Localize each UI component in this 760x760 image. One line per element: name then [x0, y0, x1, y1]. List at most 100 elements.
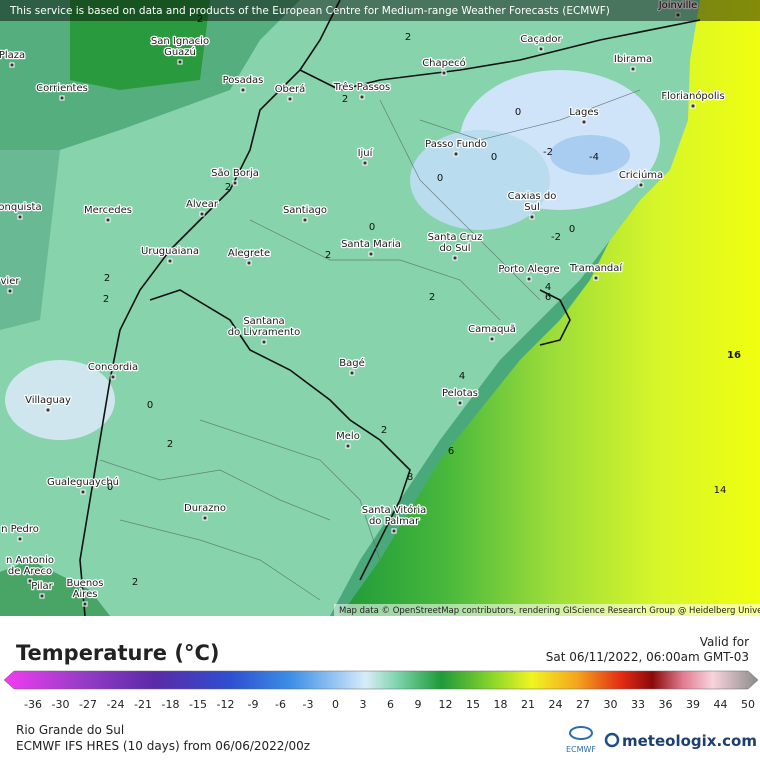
city-label: Três Passos [333, 81, 391, 93]
contour-label: 2 [103, 294, 109, 305]
city-marker [457, 400, 463, 406]
city-marker [489, 336, 495, 342]
city-marker [9, 62, 15, 68]
city-label: Caxias do [508, 191, 557, 202]
ecmwf-icon [569, 726, 593, 740]
colorbar-tick-label: -30 [52, 698, 70, 711]
colorbar [3, 670, 759, 690]
city-label: Uruguaiana [141, 246, 199, 257]
colorbar-tick-label: -27 [79, 698, 97, 711]
city-marker [362, 160, 368, 166]
colorbar-tick-label: 6 [387, 698, 394, 711]
valid-label: Valid for [700, 635, 749, 649]
city-marker [593, 275, 599, 281]
contour-label: 8 [407, 472, 413, 483]
region: Rio Grande do Sul [16, 723, 124, 737]
city-marker [581, 119, 587, 125]
city-marker [368, 251, 374, 257]
city-label: Tramandaí [569, 262, 624, 274]
contour-label: 4 [459, 371, 465, 382]
notice: This service is based on data and produc… [9, 5, 610, 17]
city-label: Santiago [283, 205, 327, 216]
city-label: Posadas [223, 75, 264, 86]
city-marker [453, 151, 459, 157]
contour-label: 6 [448, 446, 454, 457]
city-label: Lages [569, 107, 598, 118]
city-label: Plaza [0, 50, 25, 61]
colorbar-tick-label: 39 [686, 698, 700, 711]
city-marker [177, 59, 183, 65]
contour-label: 4 [545, 282, 551, 293]
contour-label: 0 [515, 107, 521, 118]
city-label: Joinville [658, 0, 698, 11]
colorbar-tick-label: 50 [741, 698, 755, 711]
colorbar-tick-label: 21 [521, 698, 535, 711]
city-label: Santa Vitória [362, 504, 427, 516]
city-label: Criciúma [619, 169, 663, 181]
city-label: Mercedes [84, 205, 132, 216]
city-label: onquista [0, 202, 42, 213]
city-label: Aires [73, 589, 98, 600]
contour-label: 0 [369, 222, 375, 233]
city-label: Pelotas [442, 388, 478, 399]
city-marker [287, 96, 293, 102]
brand: meteologix.com [622, 732, 757, 750]
city-marker [246, 260, 252, 266]
city-label: Gualeguaychú [47, 476, 119, 488]
colorbar-tick-label: -6 [275, 698, 286, 711]
city-marker [349, 370, 355, 376]
contour-label: 0 [569, 224, 575, 235]
city-marker [80, 489, 86, 495]
legend-title: Temperature (°C) [16, 641, 219, 665]
city-label: Guazú [164, 46, 196, 58]
city-label: Florianópolis [661, 90, 724, 102]
city-marker [45, 407, 51, 413]
city-marker [167, 258, 173, 264]
attribution: Map data © OpenStreetMap contributors, r… [339, 606, 760, 616]
city-marker [82, 601, 88, 607]
city-label: Santana [243, 316, 284, 327]
city-marker [452, 255, 458, 261]
ecmwf-logo: ECMWF [566, 745, 596, 754]
city-label: Santa Maria [341, 239, 401, 250]
contour-label: 2 [325, 250, 331, 261]
city-marker [17, 536, 23, 542]
city-marker [7, 288, 13, 294]
city-marker [690, 103, 696, 109]
contour-label: 2 [167, 439, 173, 450]
contour-label: 2 [132, 577, 138, 588]
contour-label: 2 [342, 94, 348, 105]
city-label: Ibirama [614, 54, 652, 65]
notice-bar [0, 0, 760, 21]
city-label: Alegrete [228, 248, 270, 259]
colorbar-tick-label: 9 [415, 698, 422, 711]
city-marker [199, 211, 205, 217]
city-label: do Sul [439, 243, 470, 254]
colorbar-tick-label: -24 [107, 698, 125, 711]
city-marker [538, 46, 544, 52]
city-marker [345, 443, 351, 449]
contour-label: 2 [225, 182, 231, 193]
city-label: Passo Fundo [425, 139, 487, 150]
colorbar-tick-label: 33 [631, 698, 645, 711]
colorbar-tick-label: -21 [134, 698, 152, 711]
contour-label: 2 [104, 273, 110, 284]
colorbar-tick-label: 12 [439, 698, 453, 711]
city-label: Ijuí [358, 147, 374, 159]
city-marker [441, 70, 447, 76]
city-label: Villaguay [25, 395, 71, 406]
land-shade [0, 150, 60, 330]
city-marker [27, 578, 33, 584]
colorbar-tick-label: 27 [576, 698, 590, 711]
contour-label: -2 [543, 147, 553, 158]
city-marker [59, 95, 65, 101]
colorbar-tick-label: 18 [494, 698, 508, 711]
colorbar-tick-label: -15 [189, 698, 207, 711]
legend-panel: Temperature (°C) Valid for Sat 06/11/202… [3, 635, 759, 754]
city-marker [302, 217, 308, 223]
colorbar-tick-label: 24 [549, 698, 563, 711]
city-marker [17, 214, 23, 220]
city-label: Durazno [184, 503, 226, 514]
city-label: n Pedro [1, 524, 39, 535]
